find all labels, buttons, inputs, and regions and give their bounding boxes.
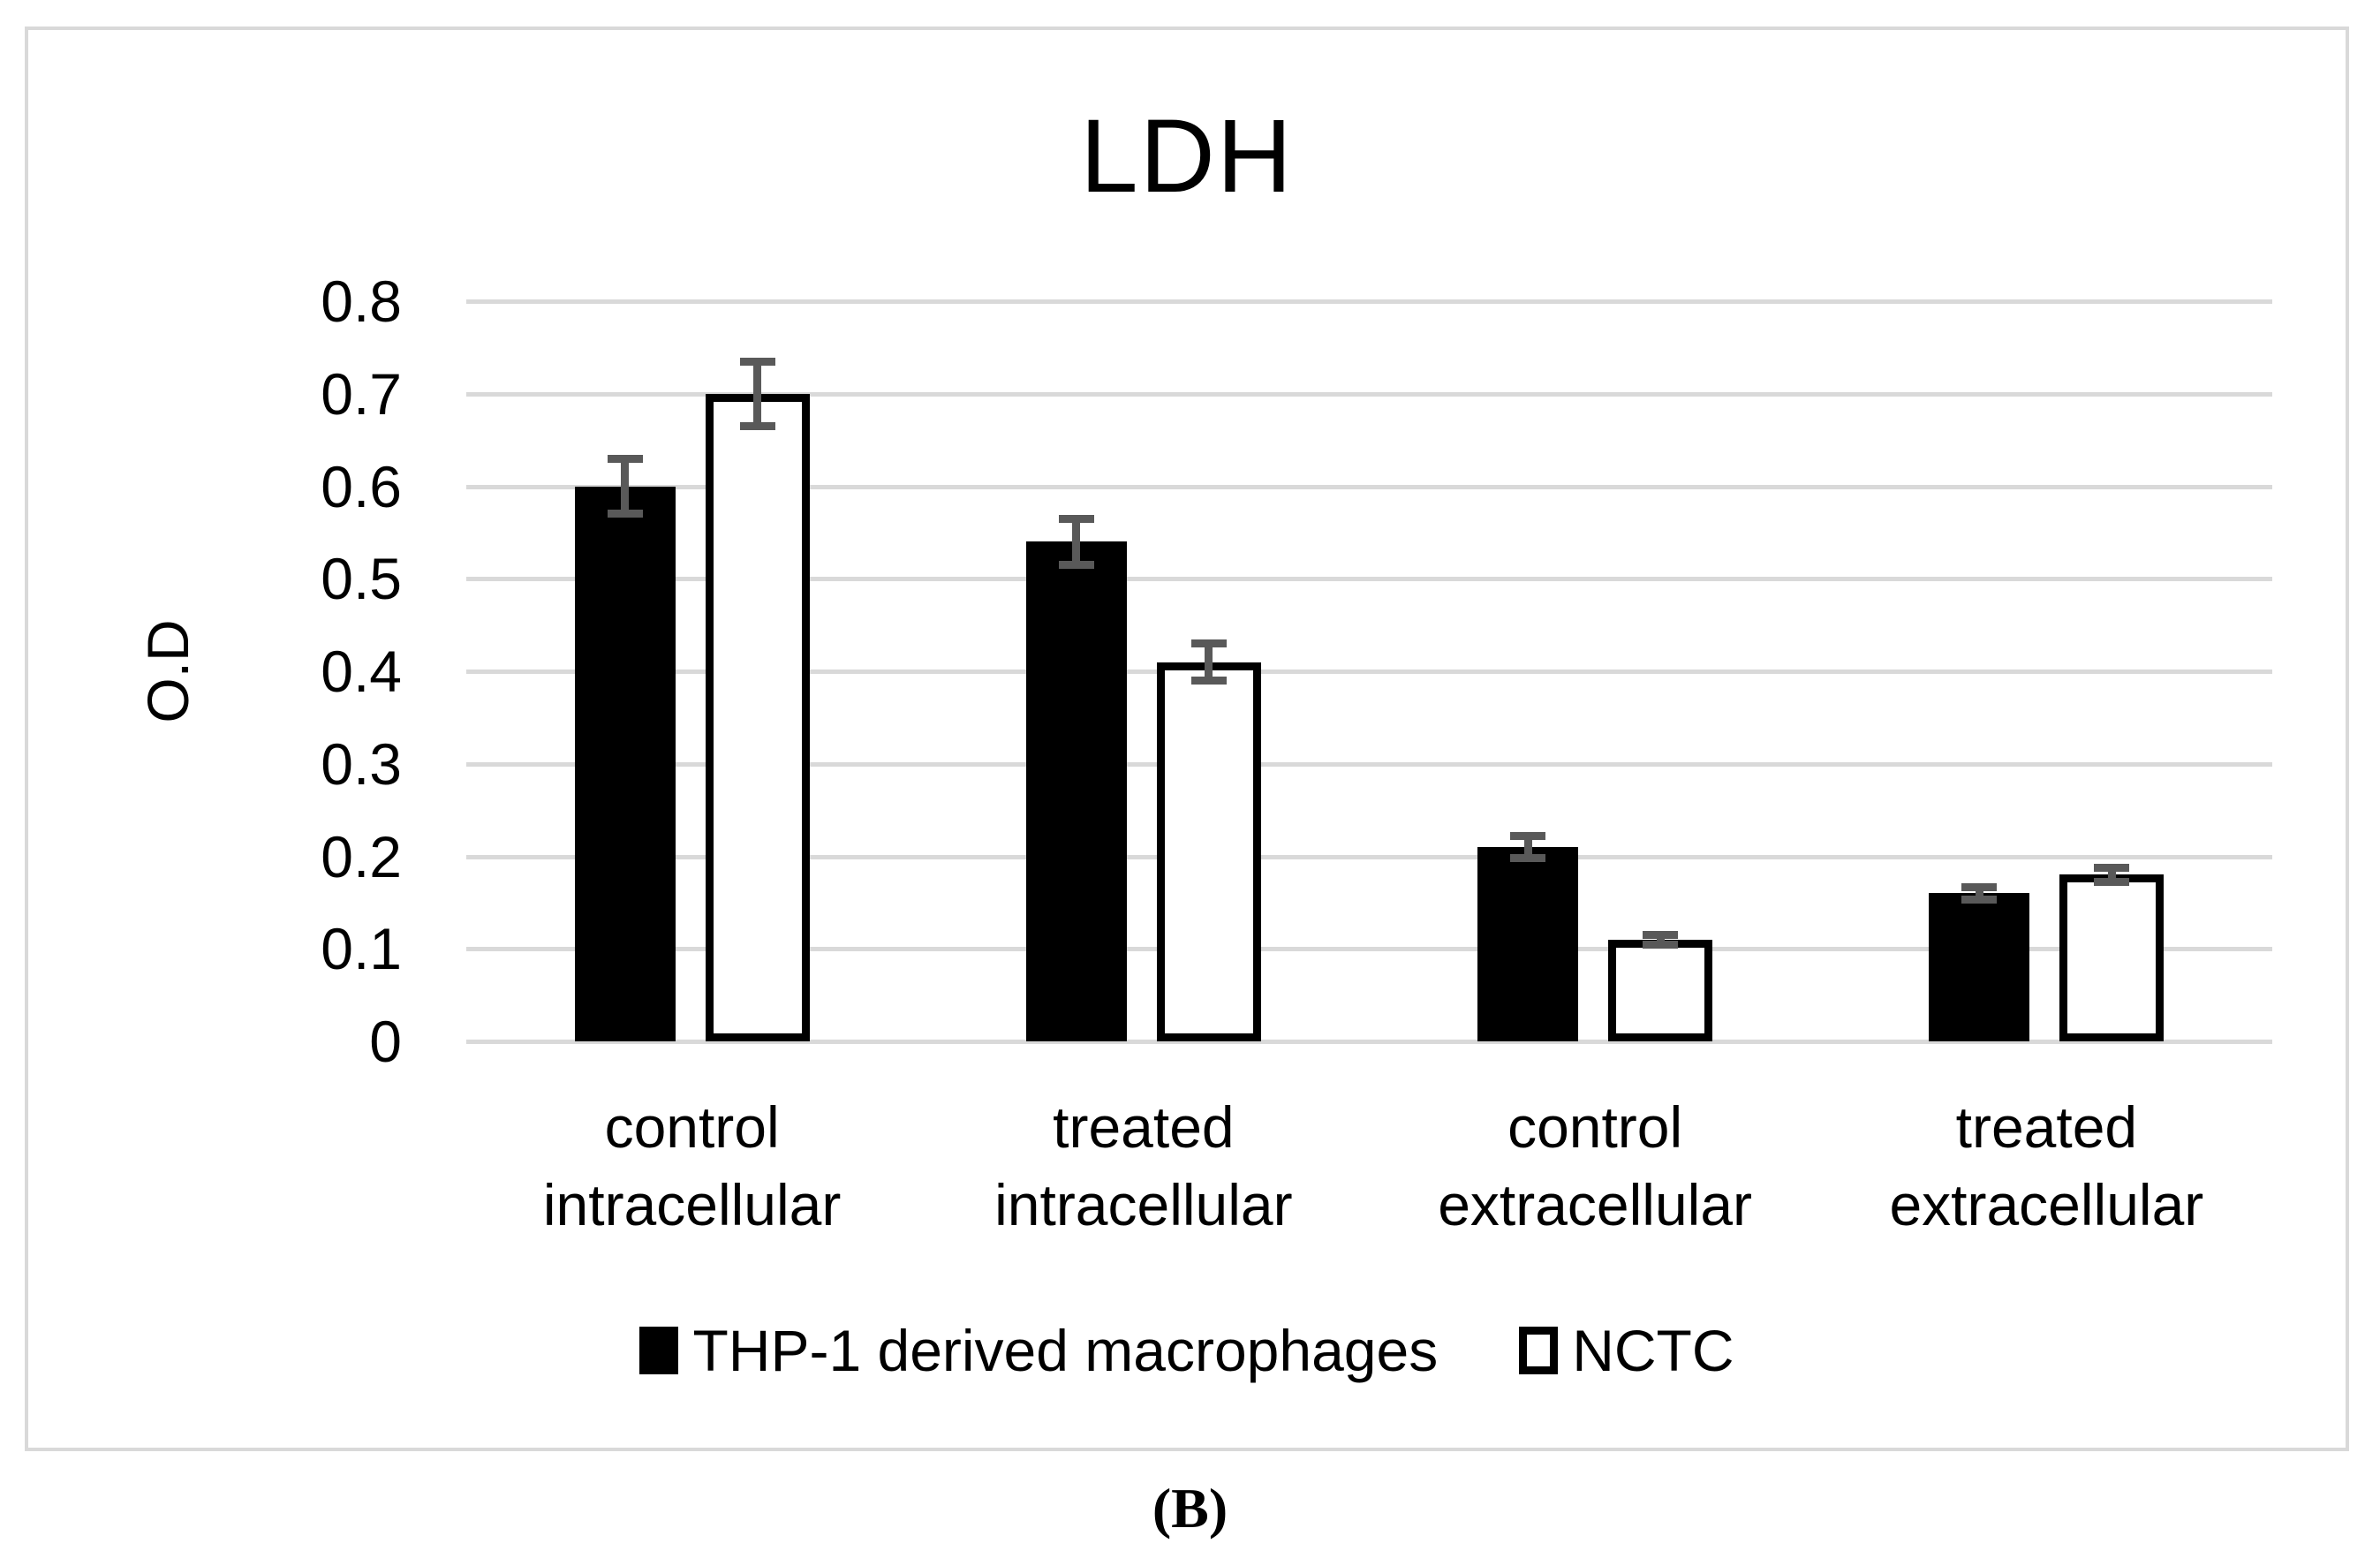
x-category-label-line2: extracellular [1889, 1172, 2204, 1237]
x-category-label-line1: control [1507, 1094, 1683, 1160]
error-bar-cap-top [1643, 931, 1679, 940]
panel-label: (B) [1152, 1477, 1228, 1540]
x-category-label: treated intracellular [918, 1088, 1369, 1244]
bar-thp1 [1929, 893, 2030, 1041]
error-bar-line [2107, 867, 2116, 882]
error-bar-cap-top [1058, 514, 1094, 523]
error-bar-line [1656, 934, 1665, 944]
error-bar-cap-bottom [739, 421, 775, 430]
y-tick-label: 0.3 [321, 730, 402, 797]
legend-swatch-nctc [1519, 1327, 1559, 1374]
x-category-label-line2: intracellular [994, 1172, 1293, 1237]
x-category-label-line1: treated [1955, 1094, 2138, 1160]
y-tick-label: 0.7 [321, 360, 402, 427]
bar-nctc [1608, 939, 1713, 1041]
error-bar-line [753, 361, 762, 427]
y-tick-label: 0.8 [321, 269, 402, 334]
y-axis-gridline [466, 577, 2272, 582]
error-bar-line [1205, 643, 1213, 681]
x-category-label: treated extracellular [1821, 1088, 2272, 1244]
bar-thp1 [1477, 847, 1579, 1041]
error-bar-line [1072, 518, 1081, 565]
error-bar-line [621, 458, 630, 514]
x-category-label-line2: intracellular [542, 1172, 842, 1237]
legend-swatch-thp1 [639, 1327, 679, 1374]
chart-title: LDH [1079, 98, 1295, 215]
legend-label: THP-1 derived macrophages [692, 1318, 1439, 1383]
x-category-label: control extracellular [1370, 1088, 1821, 1244]
error-bar-cap-bottom [2094, 878, 2130, 887]
bar-nctc [705, 393, 810, 1041]
bar-thp1 [1025, 541, 1127, 1041]
error-bar-cap-bottom [1961, 896, 1998, 904]
y-axis-gridline [466, 484, 2272, 489]
legend-label: NCTC [1572, 1318, 1734, 1383]
y-axis-gridline [466, 947, 2272, 952]
y-axis-gridline [466, 670, 2272, 674]
error-bar-cap-bottom [1058, 561, 1094, 570]
legend-item-nctc: NCTC [1519, 1318, 1734, 1383]
error-bar-cap-top [1190, 639, 1227, 648]
y-tick-label: 0.5 [321, 546, 402, 612]
x-category-label-line1: control [604, 1094, 780, 1160]
x-category-label-line1: treated [1053, 1094, 1235, 1160]
bar-nctc [2059, 874, 2165, 1041]
y-axis-gridline [466, 391, 2272, 397]
x-category-label: control intracellular [466, 1088, 918, 1244]
y-axis-gridline [466, 854, 2272, 859]
error-bar-cap-top [607, 454, 643, 463]
y-tick-label: 0.6 [321, 453, 402, 519]
error-bar-cap-top [1961, 882, 1998, 891]
y-tick-label: 0.4 [321, 639, 402, 704]
y-tick-label: 0.1 [321, 916, 402, 982]
error-bar-cap-top [2094, 863, 2130, 872]
legend-item-thp1: THP-1 derived macrophages [639, 1318, 1438, 1383]
bar-thp1 [574, 486, 676, 1041]
bar-nctc [1156, 662, 1261, 1041]
y-tick-label: 0 [369, 1009, 402, 1074]
legend: THP-1 derived macrophages NCTC [25, 1318, 2349, 1383]
y-axis-gridline [466, 299, 2272, 304]
y-axis-gridline [466, 1040, 2272, 1044]
error-bar-cap-bottom [1190, 676, 1227, 685]
y-axis-gridline [466, 761, 2272, 767]
error-bar-line [1975, 887, 1983, 900]
y-tick-label: 0.2 [321, 823, 402, 889]
error-bar-cap-bottom [1643, 940, 1679, 949]
error-bar-cap-top [1510, 831, 1546, 840]
error-bar-cap-bottom [1510, 854, 1546, 863]
x-category-label-line2: extracellular [1438, 1172, 1753, 1237]
error-bar-cap-top [739, 357, 775, 366]
error-bar-cap-bottom [607, 510, 643, 518]
error-bar-line [1523, 836, 1532, 859]
